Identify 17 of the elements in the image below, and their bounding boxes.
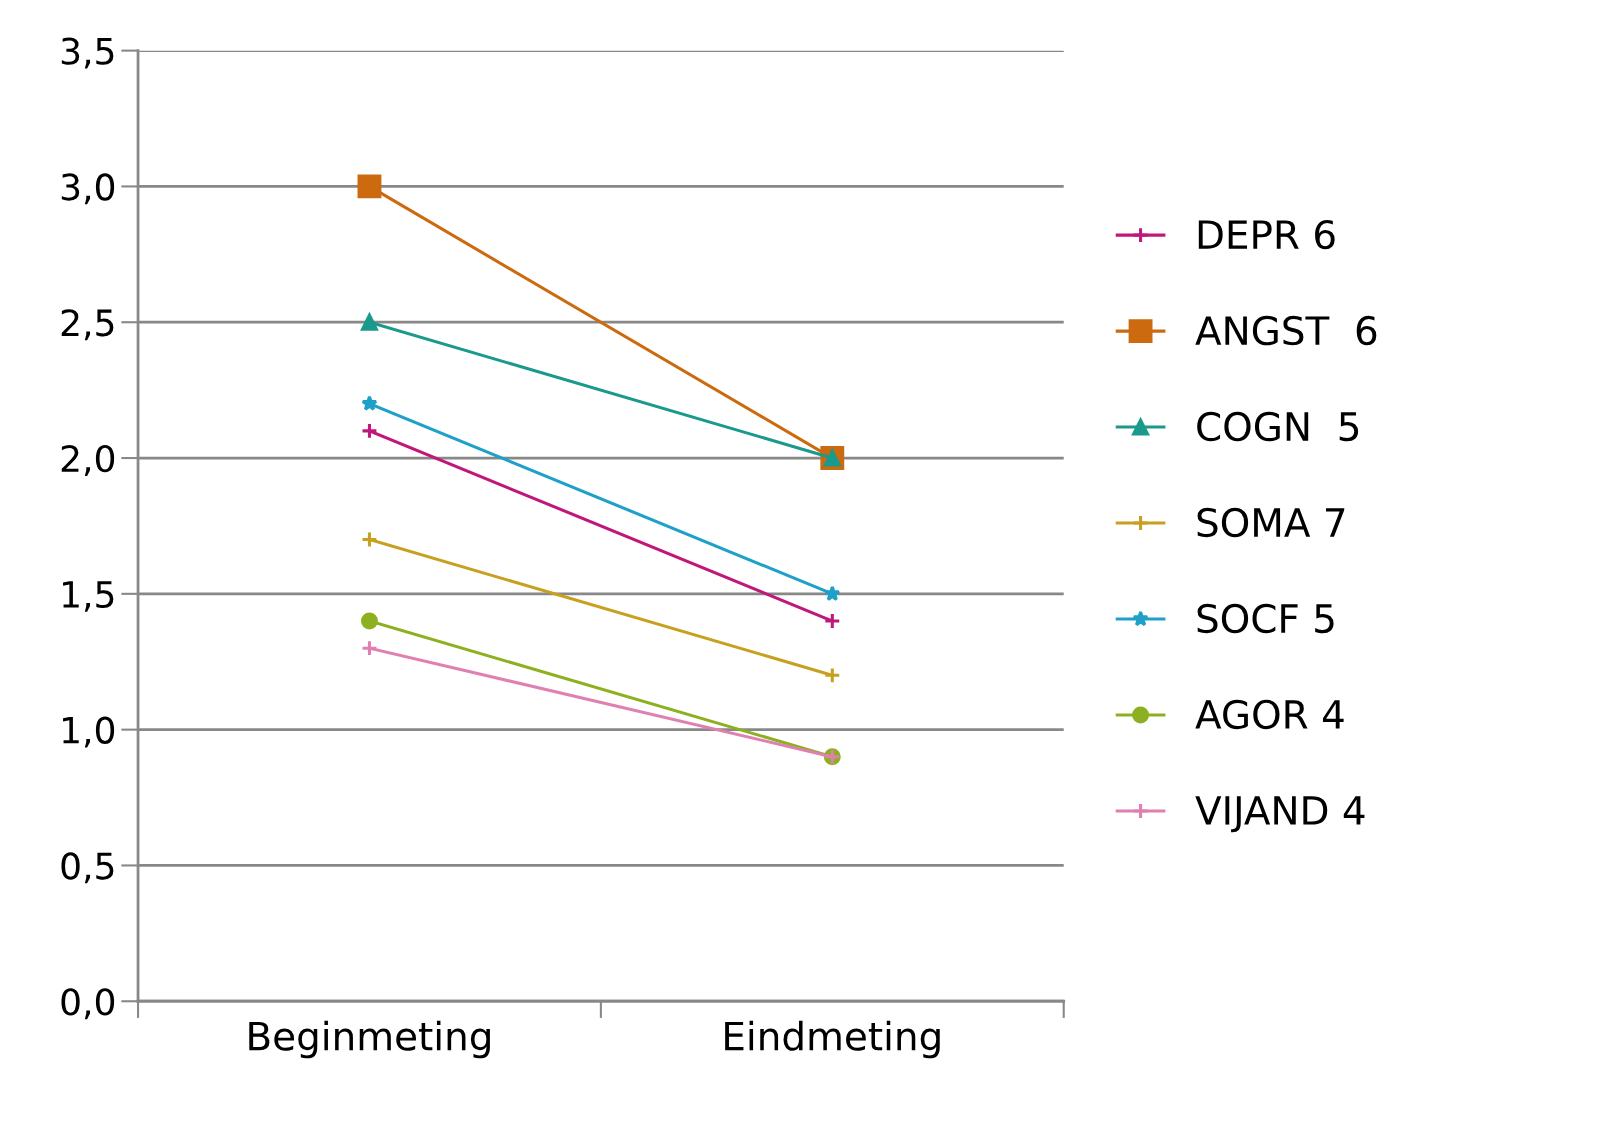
y-tick-label: 1,5	[63, 581, 114, 612]
legend-label: SOCF 5	[1197, 603, 1334, 634]
legend-label: AGOR 4	[1195, 699, 1344, 730]
y-tick-label: 1,0	[63, 716, 115, 748]
y-tick-label: 3,0	[61, 173, 115, 205]
legend-label: ANGST 6	[1195, 315, 1377, 346]
y-tick-label: 2,0	[61, 444, 115, 476]
y-tick-label: 0,0	[61, 988, 115, 1020]
y-tick-label: 3,5	[61, 37, 114, 69]
legend-label: VIJAND 4	[1195, 796, 1365, 833]
y-tick-label: 0,5	[61, 852, 114, 884]
y-tick-label: 2,5	[61, 309, 114, 341]
legend-label: COGN 5	[1197, 411, 1359, 442]
legend-label: DEPR 6	[1198, 219, 1335, 250]
legend-label: SOMA 7	[1197, 507, 1345, 538]
x-tick-label: Beginmeting	[249, 1020, 490, 1059]
x-tick-label: Eindmeting	[725, 1020, 940, 1059]
